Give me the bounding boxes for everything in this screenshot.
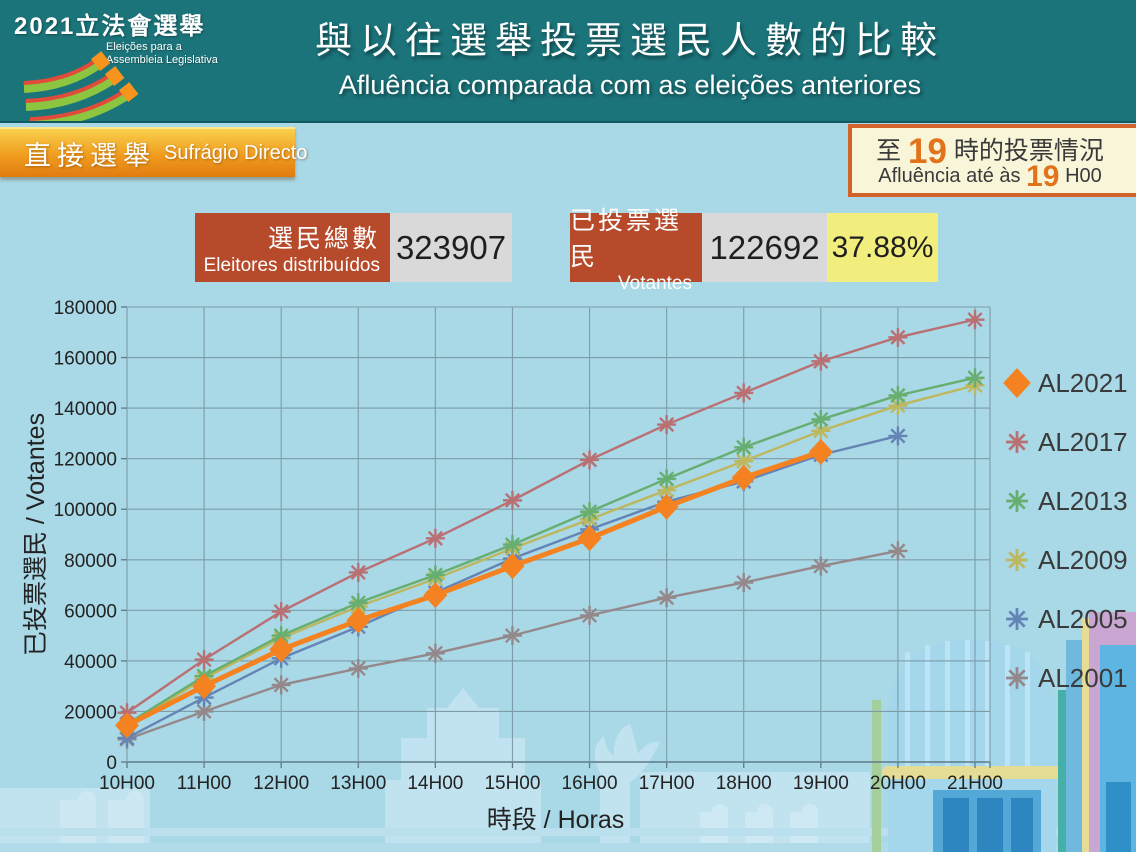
header-bar: 2021立法會選舉 Eleições para a Assembleia Leg… [0,0,1136,123]
turnout-percent-badge: 37.88% [827,213,938,282]
x-tick-label: 16H00 [562,773,618,794]
page-title-pt: Afluência comparada com as eleições ante… [338,70,922,100]
x-tick-label: 19H00 [793,773,849,794]
x-tick-label: 20H00 [870,773,926,794]
x-tick-label: 17H00 [639,773,695,794]
x-axis-title: 時段 / Horas [487,806,625,834]
x-tick-label: 15H00 [484,773,540,794]
y-axis-title: 已投票選民 / Votantes [22,413,50,656]
status-hour-pt: 19 [1026,160,1060,193]
x-tick-label: 13H00 [330,773,386,794]
series-AL2017 [117,310,985,723]
status-hour: 19 [908,132,947,171]
legend-label: AL2021 [1038,367,1128,398]
legend-label: AL2017 [1038,426,1128,457]
logo-subtitle: Eleições para a Assembleia Legislativa [106,41,218,67]
legend-label: AL2013 [1038,485,1128,516]
chart-series [115,310,985,749]
legend-label: AL2001 [1038,662,1128,693]
diamond-marker-icon [1003,368,1031,398]
y-tick-label: 180000 [54,298,117,319]
series-AL2001 [117,541,908,749]
legend-item-AL2017: AL2017 [1002,426,1128,457]
election-logo: 2021立法會選舉 Eleições para a Assembleia Leg… [14,6,254,121]
asterisk-marker-icon [1006,667,1028,689]
corner-buildings [872,612,1136,852]
x-tick-label: 10H00 [99,773,155,794]
legend-item-AL2021: AL2021 [1002,367,1128,398]
y-tick-label: 0 [106,753,117,774]
x-tick-label: 12H00 [253,773,309,794]
legend-label: AL2005 [1038,603,1128,634]
y-tick-label: 20000 [64,702,117,723]
x-tick-label: 14H00 [407,773,463,794]
y-tick-label: 60000 [64,601,117,622]
registered-voters-value: 323907 [390,213,512,282]
votes-cast-label: 已投票選民 Votantes [570,207,702,294]
legend-item-AL2009: AL2009 [1002,544,1128,575]
logo-title: 2021立法會選舉 [14,13,206,40]
asterisk-marker-icon [1006,431,1028,453]
legend-label: AL2009 [1038,544,1128,575]
registered-voters-label: 選民總數 Eleitores distribuídos [195,213,390,282]
asterisk-marker-icon [1006,490,1028,512]
chart-legend: AL2021 AL2017 AL2013 AL2009 AL2005 AL2001 [1002,367,1128,693]
y-tick-label: 100000 [54,500,117,521]
legend-item-AL2005: AL2005 [1002,603,1128,634]
chart-gridlines [121,306,991,768]
asterisk-marker-icon [1006,608,1028,630]
y-tick-label: 160000 [54,349,117,370]
page-title: 與以往選舉投票選民人數的比較 Afluência comparada com a… [230,10,1030,101]
y-tick-label: 120000 [54,450,117,471]
x-tick-label: 11H00 [177,773,232,794]
series-AL2021 [115,438,833,739]
y-tick-label: 140000 [54,399,117,420]
legend-item-AL2001: AL2001 [1002,662,1128,693]
x-tick-label: 18H00 [716,773,772,794]
y-tick-label: 80000 [64,551,117,572]
series-AL2013 [117,368,985,734]
status-line-pt: Afluência até às 19 H00 [878,160,1102,193]
asterisk-marker-icon [1006,549,1028,571]
page-title-zh: 與以往選舉投票選民人數的比較 [315,20,945,61]
votes-cast-value: 122692 [702,213,827,282]
logo-arrows-icon [23,51,139,121]
badge-label-pt: Sufrágio Directo [164,141,308,164]
legend-item-AL2013: AL2013 [1002,485,1128,516]
turnout-status-box: 至 19 時的投票情況 Afluência até às 19 H00 [848,124,1136,197]
suffrage-type-badge: 直接選舉 Sufrágio Directo [0,127,307,177]
y-tick-label: 40000 [64,652,117,673]
x-tick-label: 21H00 [947,773,1003,794]
badge-label-zh: 直接選舉 [24,140,156,171]
status-line-zh: 至 19 時的投票情況 [876,132,1104,171]
chart-axis-labels: 0 20000 40000 60000 80000 100000 120000 140000 1… [22,298,1003,834]
series-AL2009 [117,375,985,735]
